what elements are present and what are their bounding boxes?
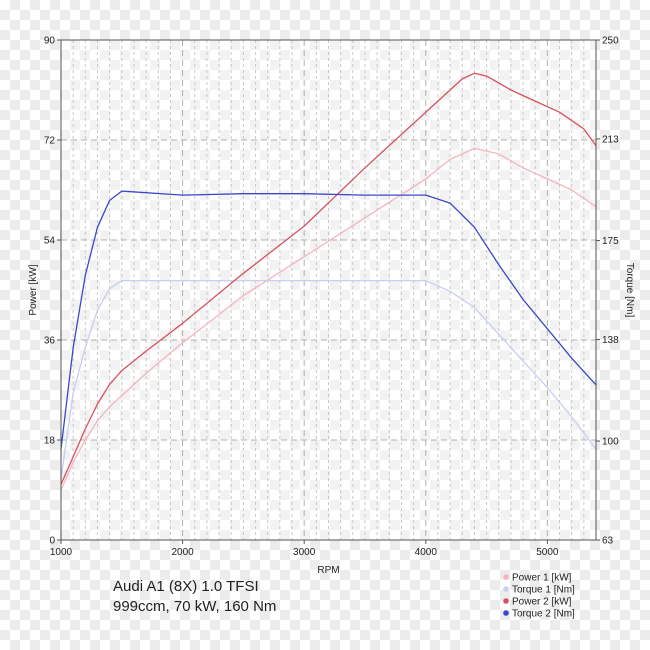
- x-tick-label: 1000: [50, 547, 73, 558]
- y-right-tick-label: 175: [602, 236, 619, 247]
- series-line-1: [60, 147, 597, 491]
- series-line-2: [60, 279, 597, 480]
- y-axis-right-title: Torque [Nm]: [624, 263, 635, 318]
- y-left-tick-label: 72: [44, 136, 56, 147]
- y-left-tick-label: 90: [44, 36, 56, 47]
- legend-marker: [503, 586, 509, 592]
- legend-marker: [503, 610, 509, 616]
- legend-label: Power 1 [kW]: [512, 573, 572, 584]
- y-left-tick-label: 36: [44, 336, 56, 347]
- x-tick-label: 5000: [536, 547, 559, 558]
- legend-marker: [503, 598, 509, 604]
- y-right-tick-label: 63: [602, 536, 614, 547]
- x-tick-label: 3000: [293, 547, 316, 558]
- grid: [61, 40, 596, 540]
- y-left-tick-label: 18: [44, 436, 56, 447]
- y-left-tick-label: 0: [49, 536, 55, 547]
- legend: Power 1 [kW]Torque 1 [Nm]Power 2 [kW]Tor…: [503, 573, 575, 620]
- y-right-tick-label: 138: [602, 335, 619, 346]
- y-axis-left-title: Power [kW]: [28, 264, 39, 315]
- plot-border: [60, 39, 597, 541]
- x-tick-label: 2000: [171, 547, 194, 558]
- series-line-3: [60, 72, 597, 486]
- x-axis-title: RPM: [317, 565, 339, 576]
- y-right-tick-label: 100: [602, 437, 619, 448]
- y-right-tick-label: 213: [602, 134, 619, 145]
- caption-title: Audi A1 (8X) 1.0 TFSI: [113, 578, 259, 595]
- tick-labels: 1000 2000 3000 4000 5000 0 18 36 54 72 90 63 100 138 1…: [44, 36, 619, 559]
- legend-label: Torque 1 [Nm]: [512, 585, 575, 596]
- y-left-tick-label: 54: [44, 236, 56, 247]
- series-lines: [60, 72, 597, 491]
- legend-label: Power 2 [kW]: [512, 597, 572, 608]
- legend-marker: [503, 574, 509, 580]
- plot-frame: [60, 39, 597, 541]
- series-line-4: [60, 190, 597, 450]
- x-tick-label: 4000: [415, 547, 438, 558]
- caption-subtitle: 999ccm, 70 kW, 160 Nm: [113, 598, 277, 615]
- legend-label: Torque 2 [Nm]: [512, 609, 575, 620]
- y-right-tick-label: 250: [602, 36, 619, 47]
